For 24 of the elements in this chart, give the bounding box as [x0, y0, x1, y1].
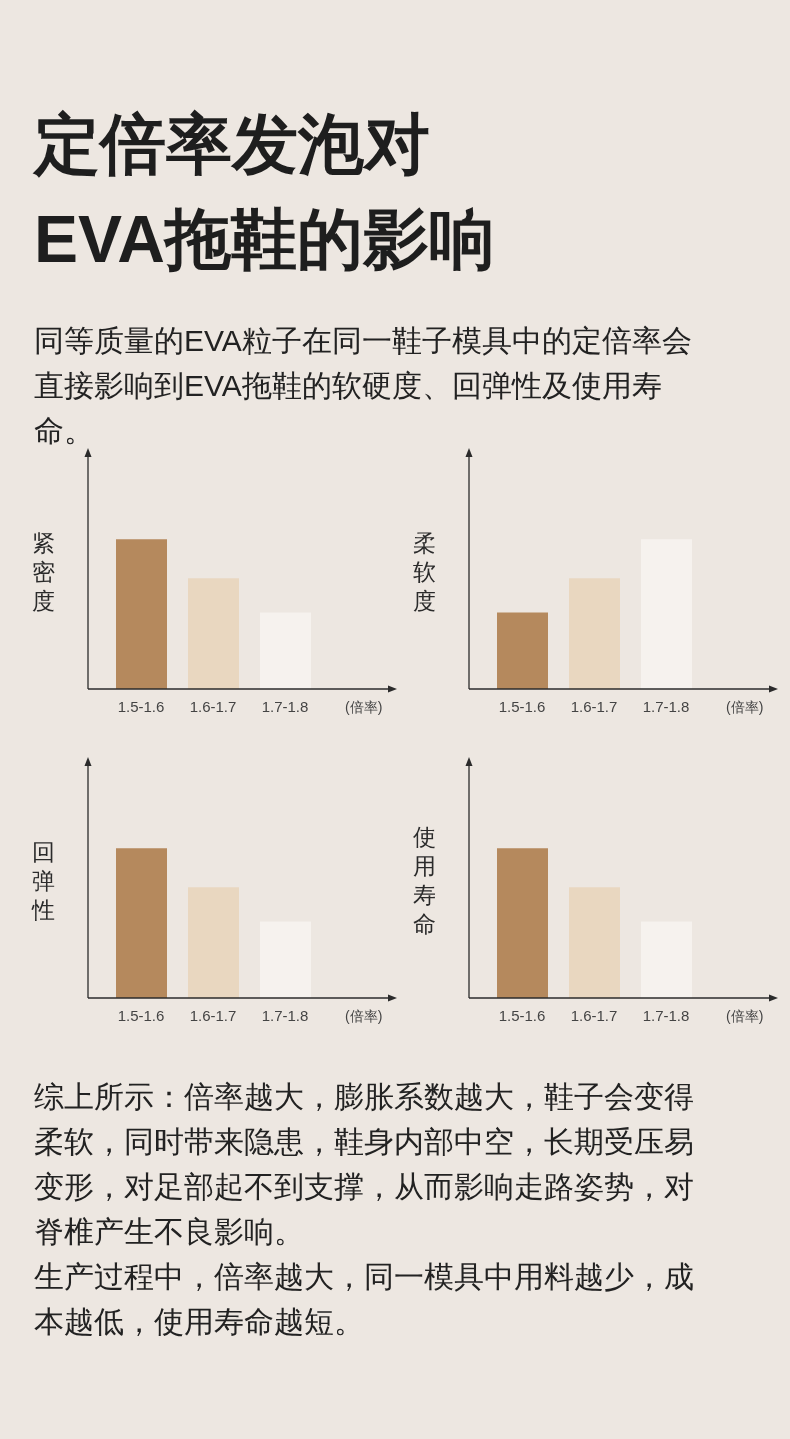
x-tick-label: 1.5-1.6	[498, 1006, 546, 1024]
x-tick-label: 1.5-1.6	[117, 1006, 165, 1024]
chart-title: 定倍率发泡对EVA拖鞋的影响	[34, 106, 496, 278]
x-axis-title: (倍率)	[726, 1008, 764, 1026]
x-axis-title: (倍率)	[726, 699, 764, 717]
y-axis-title: 使用寿命	[412, 823, 436, 939]
x-tick-label: 1.6-1.7	[189, 1006, 237, 1024]
x-tick-label: 1.6-1.7	[189, 697, 237, 715]
x-tick-label: 1.5-1.6	[117, 697, 165, 715]
x-tick-label: 1.6-1.7	[570, 1006, 618, 1024]
y-axis-title: 回弹性	[31, 837, 55, 925]
x-tick-label: 1.5-1.6	[498, 697, 546, 715]
chart-subtitle: 同等质量的EVA粒子在同一鞋子模具中的定倍率会直接影响到EVA拖鞋的软硬度、回弹性及使用寿命。	[34, 323, 693, 449]
x-axis-title: (倍率)	[345, 699, 383, 717]
text: 综上所示：倍率越大，膨胀系数越大，鞋子会变得柔软，同时带来隐患，鞋身内部中空，长期受压易变形，对足部起不到支撑，从而影响走路姿势，对脊椎产生不良影响。	[34, 1079, 695, 1250]
x-tick-label: 1.7-1.8	[261, 1006, 309, 1024]
x-tick-label: 1.6-1.7	[570, 697, 618, 715]
x-tick-label: 1.7-1.8	[642, 697, 690, 715]
text: 生产过程中，倍率越大，同一模具中用料越少，成本越低，使用寿命越短。	[34, 1259, 695, 1340]
x-axis-title: (倍率)	[345, 1008, 383, 1026]
x-tick-label: 1.7-1.8	[642, 1006, 690, 1024]
y-axis-title: 紧密度	[31, 528, 55, 616]
x-tick-label: 1.7-1.8	[261, 697, 309, 715]
y-axis-title: 柔软度	[412, 528, 436, 616]
